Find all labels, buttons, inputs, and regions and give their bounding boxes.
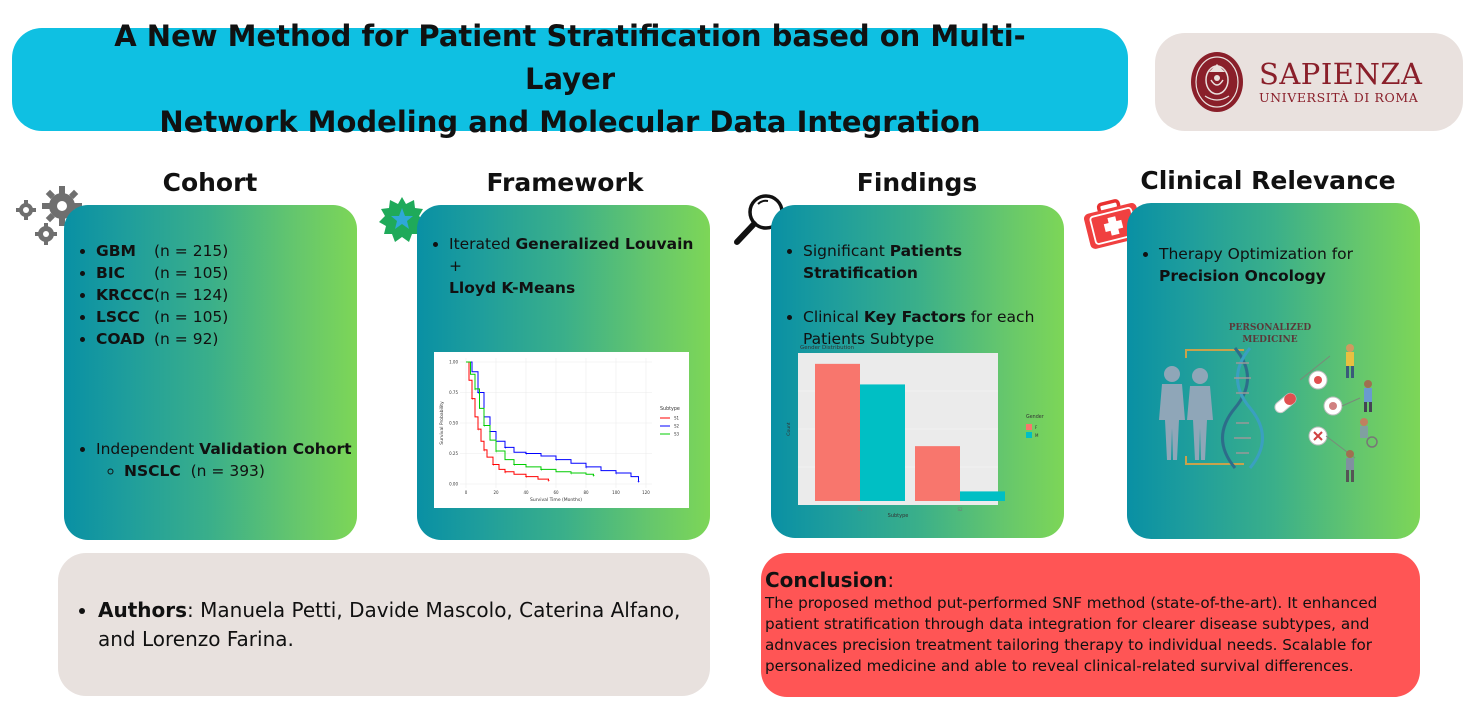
star-badge-icon bbox=[379, 197, 425, 242]
conclusion-panel: Conclusion: The proposed method put-perf… bbox=[761, 553, 1420, 697]
legend-label: F bbox=[1035, 425, 1038, 430]
bar-F-S1 bbox=[815, 363, 860, 501]
illustration-title-2: MEDICINE bbox=[1242, 335, 1297, 345]
y-tick-label: 1.00 bbox=[449, 360, 458, 365]
censor-mark: + bbox=[483, 447, 486, 452]
survival-line-S1 bbox=[466, 361, 549, 481]
censor-mark: + bbox=[504, 469, 507, 474]
personalized-medicine-illustration: PERSONALIZED MEDICINE bbox=[1159, 323, 1378, 482]
x-tick-label: 80 bbox=[583, 490, 589, 495]
list-item: COAD(n = 92) bbox=[96, 328, 357, 350]
x-tick-label: 120 bbox=[642, 490, 650, 495]
heading-cohort: Cohort bbox=[162, 168, 258, 197]
sapienza-seal-icon bbox=[1191, 52, 1243, 112]
censor-mark: + bbox=[525, 474, 528, 479]
y-axis-label: Count bbox=[786, 422, 792, 436]
y-tick-label: 0.75 bbox=[449, 390, 458, 395]
validation-list: Independent Validation Cohort NSCLC (n =… bbox=[64, 438, 357, 482]
framework-list: Iterated Generalized Louvain + Lloyd K-M… bbox=[417, 233, 710, 299]
dna-helix-icon bbox=[1221, 347, 1264, 469]
list-item: GBM(n = 215) bbox=[96, 240, 357, 262]
logo-subtitle: UNIVERSITÀ DI ROMA bbox=[1259, 90, 1419, 105]
heading-framework: Framework bbox=[486, 168, 644, 197]
legend-key bbox=[1026, 424, 1032, 430]
legend-key bbox=[1026, 432, 1032, 438]
gender-bar-chart: Gender Distribution S1 S2 Subtype Count Gende… bbox=[786, 345, 1044, 519]
title-banner: A New Method for Patient Stratification … bbox=[12, 19, 1128, 139]
pill-icon bbox=[1274, 392, 1297, 414]
chart-title: Gender Distribution bbox=[800, 345, 855, 351]
censor-mark: + bbox=[477, 390, 480, 395]
heading-findings: Findings bbox=[856, 168, 978, 197]
y-axis-label: Survival Probability bbox=[439, 401, 445, 445]
legend-label: M bbox=[1035, 433, 1039, 438]
university-logo: SAPIENZA UNIVERSITÀ DI ROMA bbox=[1155, 33, 1463, 131]
censor-mark: + bbox=[471, 396, 474, 401]
censor-mark: + bbox=[474, 386, 477, 391]
logo-name: SAPIENZA bbox=[1259, 57, 1423, 91]
censor-mark: + bbox=[555, 457, 558, 462]
x-tick-label: 20 bbox=[493, 490, 499, 495]
x-tick-label: 0 bbox=[465, 490, 468, 495]
censor-mark: + bbox=[513, 462, 516, 467]
x-tick-label: 60 bbox=[553, 490, 559, 495]
cohort-card: GBM(n = 215) BIC(n = 105) KRCCC(n = 124)… bbox=[64, 205, 357, 540]
censor-mark: + bbox=[483, 423, 486, 428]
list-item: Therapy Optimization for Precision Oncol… bbox=[1159, 243, 1420, 287]
illustration-title-1: PERSONALIZED bbox=[1229, 323, 1312, 333]
poster-title: A New Method for Patient Stratification … bbox=[114, 19, 1026, 139]
x-tick-label: 100 bbox=[612, 490, 620, 495]
censor-mark: + bbox=[540, 467, 543, 472]
findings-list: Significant Patients Stratification Clin… bbox=[771, 240, 1064, 350]
patients-icon bbox=[1346, 344, 1378, 482]
conclusion-title: Conclusion: bbox=[765, 568, 895, 592]
x-tick-label: S1 bbox=[857, 507, 863, 512]
legend-label: S1 bbox=[674, 416, 680, 421]
y-tick-label: 0.00 bbox=[449, 482, 458, 487]
censor-mark: + bbox=[504, 445, 507, 450]
human-figures-icon bbox=[1159, 366, 1213, 460]
survival-chart: 0.000.250.500.751.000 20 40 60 80 100 120+++++… bbox=[439, 358, 680, 503]
bar-F-S2 bbox=[915, 446, 960, 501]
x-tick-label: S2 bbox=[957, 507, 963, 512]
censor-mark: + bbox=[547, 478, 550, 483]
y-tick-label: 0.50 bbox=[449, 421, 458, 426]
bar-M-S2 bbox=[960, 491, 1005, 501]
x-tick-label: 40 bbox=[523, 490, 529, 495]
authors-item: Authors: Manuela Petti, Davide Mascolo, … bbox=[98, 596, 690, 654]
censor-mark: + bbox=[592, 473, 595, 478]
bar-M-S1 bbox=[860, 384, 905, 501]
censor-mark: + bbox=[525, 451, 528, 456]
legend-label: S2 bbox=[674, 424, 680, 429]
list-item: NSCLC (n = 393) bbox=[124, 460, 357, 482]
censor-mark: + bbox=[570, 471, 573, 476]
censor-mark: + bbox=[637, 479, 640, 484]
list-item: Independent Validation Cohort NSCLC (n =… bbox=[96, 438, 357, 482]
clinical-list: Therapy Optimization for Precision Oncol… bbox=[1127, 243, 1420, 287]
cohort-list: GBM(n = 215) BIC(n = 105) KRCCC(n = 124)… bbox=[64, 240, 357, 350]
list-item: BIC(n = 105) bbox=[96, 262, 357, 284]
conclusion-text: The proposed method put-performed SNF me… bbox=[765, 594, 1378, 675]
y-tick-label: 0.25 bbox=[449, 451, 458, 456]
list-item: Significant Patients Stratification bbox=[803, 240, 1064, 284]
list-item: KRCCC(n = 124) bbox=[96, 284, 357, 306]
legend-title: Subtype bbox=[660, 406, 680, 412]
authors-panel: Authors: Manuela Petti, Davide Mascolo, … bbox=[58, 553, 710, 696]
list-item: LSCC(n = 105) bbox=[96, 306, 357, 328]
legend-label: S3 bbox=[674, 432, 680, 437]
legend-title: Gender bbox=[1026, 414, 1044, 420]
censor-mark: + bbox=[585, 464, 588, 469]
x-axis-label: Survival Time (Months) bbox=[530, 497, 582, 503]
survival-line-S3 bbox=[466, 361, 594, 476]
censor-mark: + bbox=[492, 462, 495, 467]
censor-mark: + bbox=[495, 449, 498, 454]
heading-clinical-relevance: Clinical Relevance bbox=[1140, 166, 1396, 195]
censor-mark: + bbox=[477, 427, 480, 432]
survival-plot: 0.00 0.25 0.50 0.75 1.00 0 20 40 60 80 100 120 + + + + +… bbox=[434, 352, 689, 508]
censor-mark: + bbox=[615, 471, 618, 476]
x-axis-label: Subtype bbox=[888, 513, 909, 519]
survival-line-S2 bbox=[466, 361, 639, 482]
list-item: Iterated Generalized Louvain + Lloyd K-M… bbox=[449, 233, 710, 299]
list-item: Clinical Key Factors for each Patients S… bbox=[803, 306, 1064, 350]
